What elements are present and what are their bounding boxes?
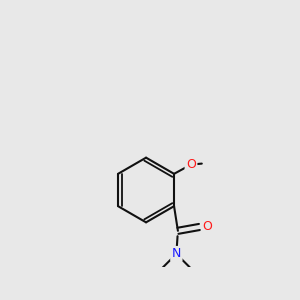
Text: O: O [202, 220, 212, 233]
Text: O: O [186, 158, 196, 171]
Text: N: N [172, 248, 181, 260]
